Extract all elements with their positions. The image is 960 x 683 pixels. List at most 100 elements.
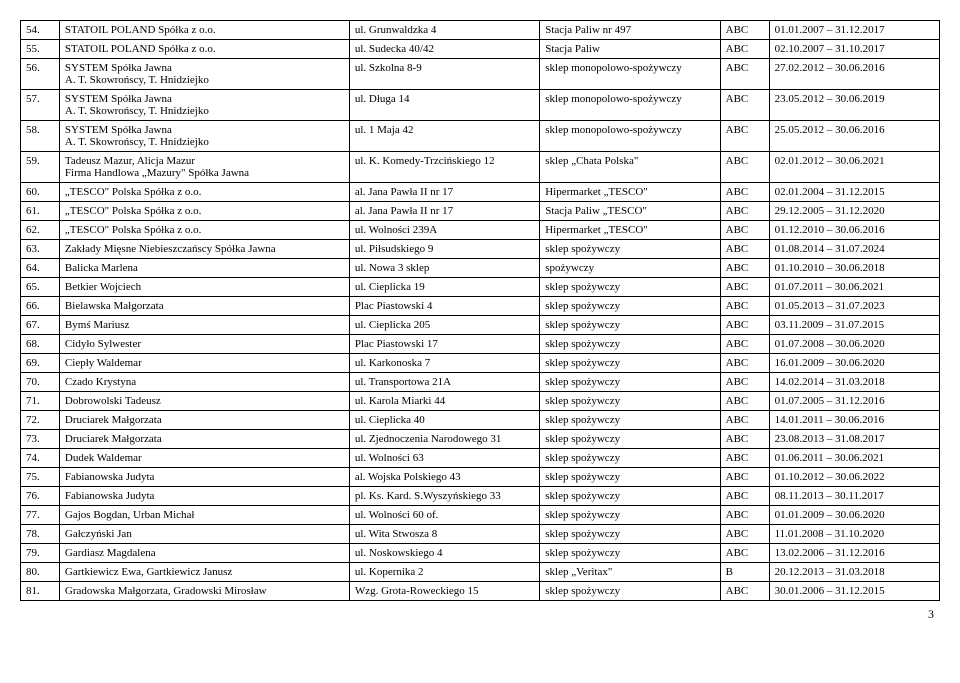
- address: ul. Wita Stwosza 8: [349, 525, 539, 544]
- row-number: 72.: [21, 411, 60, 430]
- table-row: 65.Betkier Wojciechul. Cieplicka 19sklep…: [21, 278, 940, 297]
- description: Stacja Paliw nr 497: [540, 21, 720, 40]
- table-row: 75.Fabianowska Judytaal. Wojska Polskieg…: [21, 468, 940, 487]
- address: ul. Wolności 60 of.: [349, 506, 539, 525]
- description: sklep spożywczy: [540, 373, 720, 392]
- table-row: 58.SYSTEM Spółka JawnaA. T. Skowrońscy, …: [21, 121, 940, 152]
- address: Plac Piastowski 4: [349, 297, 539, 316]
- row-number: 66.: [21, 297, 60, 316]
- date-range: 01.05.2013 – 31.07.2023: [769, 297, 939, 316]
- address: al. Jana Pawła II nr 17: [349, 202, 539, 221]
- date-range: 01.07.2008 – 30.06.2020: [769, 335, 939, 354]
- date-range: 27.02.2012 – 30.06.2016: [769, 59, 939, 90]
- row-number: 55.: [21, 40, 60, 59]
- date-range: 11.01.2008 – 31.10.2020: [769, 525, 939, 544]
- category: ABC: [720, 259, 769, 278]
- company-name: Ciepły Waldemar: [59, 354, 349, 373]
- page-number: 3: [20, 607, 940, 622]
- date-range: 02.01.2004 – 31.12.2015: [769, 183, 939, 202]
- company-name: STATOIL POLAND Spółka z o.o.: [59, 40, 349, 59]
- category: ABC: [720, 278, 769, 297]
- date-range: 01.07.2011 – 30.06.2021: [769, 278, 939, 297]
- row-number: 57.: [21, 90, 60, 121]
- row-number: 70.: [21, 373, 60, 392]
- address: ul. Cieplicka 40: [349, 411, 539, 430]
- description: sklep spożywczy: [540, 278, 720, 297]
- company-name: Gartkiewicz Ewa, Gartkiewicz Janusz: [59, 563, 349, 582]
- date-range: 01.06.2011 – 30.06.2021: [769, 449, 939, 468]
- company-name: Dudek Waldemar: [59, 449, 349, 468]
- date-range: 25.05.2012 – 30.06.2016: [769, 121, 939, 152]
- row-number: 56.: [21, 59, 60, 90]
- table-row: 60.„TESCO" Polska Spółka z o.o.al. Jana …: [21, 183, 940, 202]
- row-number: 62.: [21, 221, 60, 240]
- date-range: 01.12.2010 – 30.06.2016: [769, 221, 939, 240]
- table-row: 55.STATOIL POLAND Spółka z o.o.ul. Sudec…: [21, 40, 940, 59]
- row-number: 71.: [21, 392, 60, 411]
- date-range: 23.08.2013 – 31.08.2017: [769, 430, 939, 449]
- data-table: 54.STATOIL POLAND Spółka z o.o.ul. Grunw…: [20, 20, 940, 601]
- row-number: 64.: [21, 259, 60, 278]
- company-name: Gałczyński Jan: [59, 525, 349, 544]
- description: Stacja Paliw „TESCO": [540, 202, 720, 221]
- company-name: Czado Krystyna: [59, 373, 349, 392]
- table-row: 80.Gartkiewicz Ewa, Gartkiewicz Januszul…: [21, 563, 940, 582]
- table-row: 79.Gardiasz Magdalenaul. Noskowskiego 4s…: [21, 544, 940, 563]
- company-name: Fabianowska Judyta: [59, 487, 349, 506]
- category: ABC: [720, 373, 769, 392]
- table-row: 72.Druciarek Małgorzataul. Cieplicka 40s…: [21, 411, 940, 430]
- description: sklep spożywczy: [540, 335, 720, 354]
- date-range: 29.12.2005 – 31.12.2020: [769, 202, 939, 221]
- category: ABC: [720, 354, 769, 373]
- company-name: Gajos Bogdan, Urban Michał: [59, 506, 349, 525]
- description: sklep spożywczy: [540, 354, 720, 373]
- row-number: 74.: [21, 449, 60, 468]
- address: ul. Nowa 3 sklep: [349, 259, 539, 278]
- category: ABC: [720, 392, 769, 411]
- table-row: 66.Bielawska MałgorzataPlac Piastowski 4…: [21, 297, 940, 316]
- address: ul. Zjednoczenia Narodowego 31: [349, 430, 539, 449]
- company-name: SYSTEM Spółka JawnaA. T. Skowrońscy, T. …: [59, 90, 349, 121]
- company-name: Druciarek Małgorzata: [59, 430, 349, 449]
- row-number: 79.: [21, 544, 60, 563]
- table-row: 74.Dudek Waldemarul. Wolności 63sklep sp…: [21, 449, 940, 468]
- company-name: SYSTEM Spółka JawnaA. T. Skowrońscy, T. …: [59, 59, 349, 90]
- row-number: 78.: [21, 525, 60, 544]
- category: ABC: [720, 297, 769, 316]
- description: sklep spożywczy: [540, 468, 720, 487]
- description: sklep spożywczy: [540, 544, 720, 563]
- table-row: 59.Tadeusz Mazur, Alicja MazurFirma Hand…: [21, 152, 940, 183]
- table-row: 69.Ciepły Waldemarul. Karkonoska 7sklep …: [21, 354, 940, 373]
- address: ul. Piłsudskiego 9: [349, 240, 539, 259]
- date-range: 03.11.2009 – 31.07.2015: [769, 316, 939, 335]
- description: Stacja Paliw: [540, 40, 720, 59]
- description: Hipermarket „TESCO": [540, 183, 720, 202]
- description: sklep spożywczy: [540, 582, 720, 601]
- address: ul. Szkolna 8-9: [349, 59, 539, 90]
- category: ABC: [720, 449, 769, 468]
- table-row: 81.Gradowska Małgorzata, Gradowski Miros…: [21, 582, 940, 601]
- category: ABC: [720, 40, 769, 59]
- address: Wzg. Grota-Roweckiego 15: [349, 582, 539, 601]
- category: ABC: [720, 202, 769, 221]
- company-name: Bymś Mariusz: [59, 316, 349, 335]
- date-range: 01.01.2009 – 30.06.2020: [769, 506, 939, 525]
- row-number: 81.: [21, 582, 60, 601]
- address: al. Jana Pawła II nr 17: [349, 183, 539, 202]
- category: ABC: [720, 152, 769, 183]
- company-name: STATOIL POLAND Spółka z o.o.: [59, 21, 349, 40]
- description: sklep spożywczy: [540, 411, 720, 430]
- address: ul. K. Komedy-Trzcińskiego 12: [349, 152, 539, 183]
- category: ABC: [720, 240, 769, 259]
- address: Plac Piastowski 17: [349, 335, 539, 354]
- category: ABC: [720, 183, 769, 202]
- description: spożywczy: [540, 259, 720, 278]
- row-number: 60.: [21, 183, 60, 202]
- company-name: Gardiasz Magdalena: [59, 544, 349, 563]
- date-range: 01.10.2012 – 30.06.2022: [769, 468, 939, 487]
- row-number: 67.: [21, 316, 60, 335]
- address: ul. Karkonoska 7: [349, 354, 539, 373]
- address: ul. Cieplicka 205: [349, 316, 539, 335]
- address: ul. 1 Maja 42: [349, 121, 539, 152]
- category: ABC: [720, 335, 769, 354]
